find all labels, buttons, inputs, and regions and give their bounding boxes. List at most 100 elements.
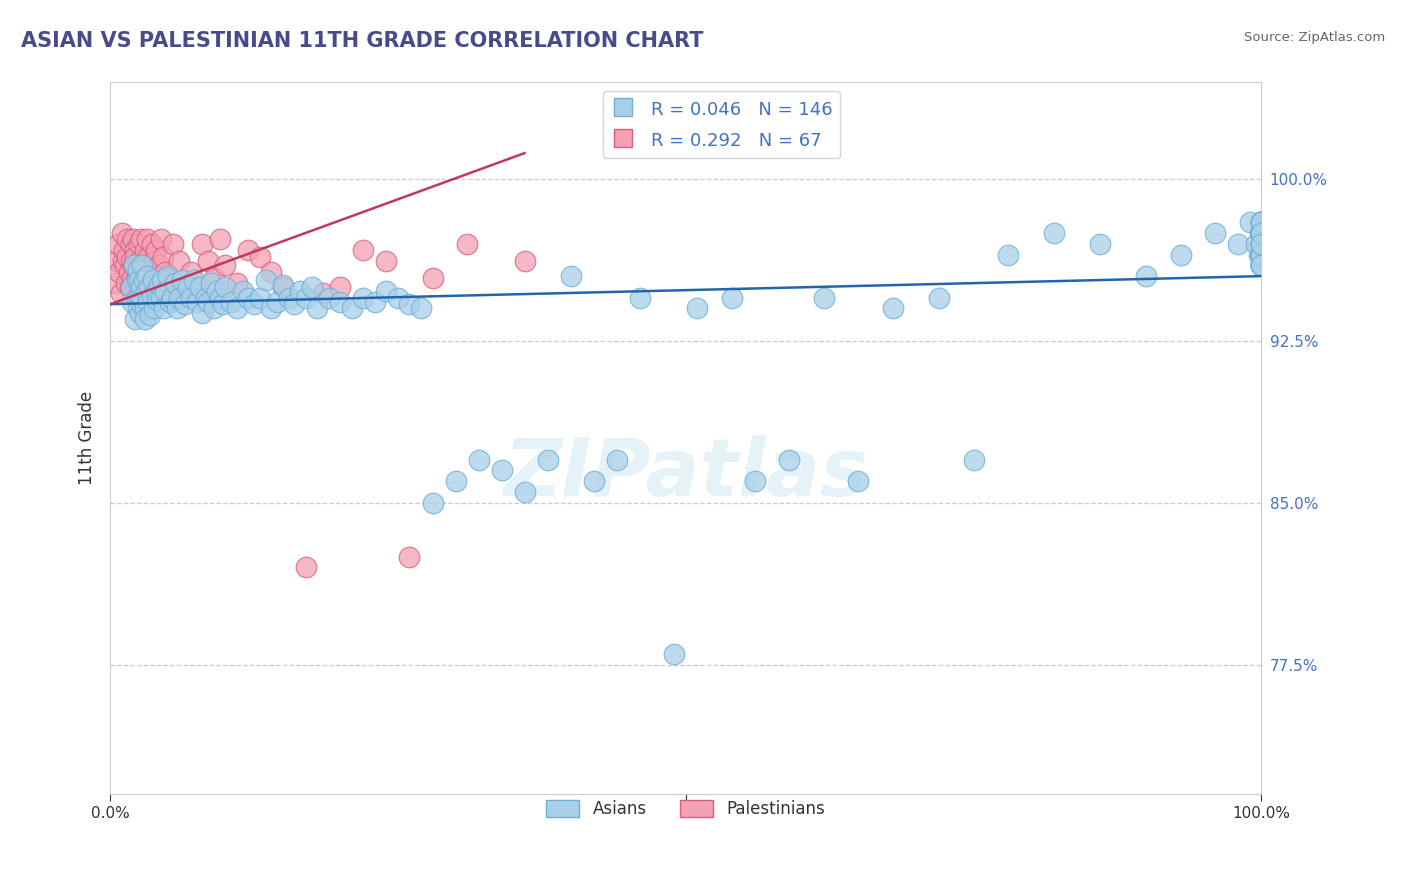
Point bbox=[467, 452, 489, 467]
Point bbox=[155, 265, 177, 279]
Point bbox=[928, 291, 950, 305]
Point bbox=[1250, 258, 1272, 272]
Point bbox=[882, 301, 904, 316]
Point bbox=[205, 284, 228, 298]
Point bbox=[1244, 236, 1267, 251]
Point bbox=[1135, 269, 1157, 284]
Point bbox=[1250, 226, 1272, 240]
Point bbox=[212, 297, 235, 311]
Point bbox=[121, 271, 143, 285]
Point bbox=[1250, 258, 1272, 272]
Point bbox=[628, 291, 651, 305]
Point bbox=[422, 271, 444, 285]
Point bbox=[197, 295, 219, 310]
Point bbox=[686, 301, 709, 316]
Point bbox=[214, 258, 236, 272]
Point bbox=[105, 254, 128, 268]
Point bbox=[1250, 215, 1272, 229]
Point bbox=[186, 280, 208, 294]
Point bbox=[131, 258, 153, 272]
Point bbox=[243, 297, 266, 311]
Point bbox=[266, 295, 288, 310]
Point bbox=[145, 284, 167, 298]
Point bbox=[254, 273, 277, 287]
Point bbox=[295, 560, 318, 574]
Point bbox=[121, 295, 143, 310]
Point bbox=[149, 232, 172, 246]
Point bbox=[288, 284, 311, 298]
Point bbox=[122, 258, 145, 272]
Point bbox=[1250, 215, 1272, 229]
Point bbox=[249, 250, 271, 264]
Point bbox=[180, 291, 202, 305]
Point bbox=[1250, 236, 1272, 251]
Point bbox=[1250, 247, 1272, 261]
Point bbox=[778, 452, 800, 467]
Point bbox=[225, 276, 247, 290]
Point bbox=[120, 236, 142, 251]
Point bbox=[1250, 258, 1272, 272]
Point bbox=[117, 265, 139, 279]
Point bbox=[1250, 247, 1272, 261]
Point bbox=[125, 291, 148, 305]
Point bbox=[1250, 258, 1272, 272]
Point bbox=[117, 250, 139, 264]
Point bbox=[141, 236, 163, 251]
Point bbox=[129, 280, 152, 294]
Point bbox=[138, 280, 160, 294]
Point bbox=[1250, 226, 1272, 240]
Point bbox=[387, 291, 409, 305]
Point bbox=[104, 276, 127, 290]
Point bbox=[329, 295, 352, 310]
Point bbox=[114, 258, 136, 272]
Point bbox=[721, 291, 744, 305]
Point bbox=[134, 312, 156, 326]
Point bbox=[112, 244, 135, 258]
Point bbox=[1250, 236, 1272, 251]
Point bbox=[197, 254, 219, 268]
Point bbox=[166, 301, 188, 316]
Point bbox=[312, 286, 335, 301]
Point bbox=[159, 295, 181, 310]
Point bbox=[1249, 226, 1271, 240]
Point bbox=[135, 258, 157, 272]
Point bbox=[277, 291, 299, 305]
Point bbox=[1250, 215, 1272, 229]
Point bbox=[249, 291, 271, 305]
Point bbox=[149, 291, 172, 305]
Point bbox=[409, 301, 432, 316]
Point bbox=[1043, 226, 1066, 240]
Point bbox=[125, 273, 148, 287]
Point bbox=[813, 291, 835, 305]
Point bbox=[132, 273, 155, 287]
Point bbox=[1204, 226, 1226, 240]
Point bbox=[162, 291, 184, 305]
Point bbox=[1250, 236, 1272, 251]
Text: Source: ZipAtlas.com: Source: ZipAtlas.com bbox=[1244, 31, 1385, 45]
Point bbox=[156, 271, 179, 285]
Point bbox=[128, 273, 150, 287]
Point bbox=[136, 232, 159, 246]
Point bbox=[163, 276, 186, 290]
Point bbox=[283, 297, 305, 311]
Point bbox=[295, 291, 318, 305]
Point bbox=[1090, 236, 1112, 251]
Point bbox=[136, 269, 159, 284]
Point bbox=[364, 295, 387, 310]
Point bbox=[134, 301, 156, 316]
Point bbox=[115, 276, 138, 290]
Point bbox=[1250, 247, 1272, 261]
Point bbox=[1250, 236, 1272, 251]
Point bbox=[582, 474, 605, 488]
Point bbox=[110, 286, 132, 301]
Point bbox=[1250, 258, 1272, 272]
Point bbox=[560, 269, 582, 284]
Point bbox=[606, 452, 628, 467]
Point bbox=[1250, 226, 1272, 240]
Point bbox=[107, 236, 129, 251]
Point bbox=[124, 244, 146, 258]
Point bbox=[136, 250, 159, 264]
Y-axis label: 11th Grade: 11th Grade bbox=[79, 391, 96, 485]
Point bbox=[219, 295, 242, 310]
Point bbox=[513, 484, 536, 499]
